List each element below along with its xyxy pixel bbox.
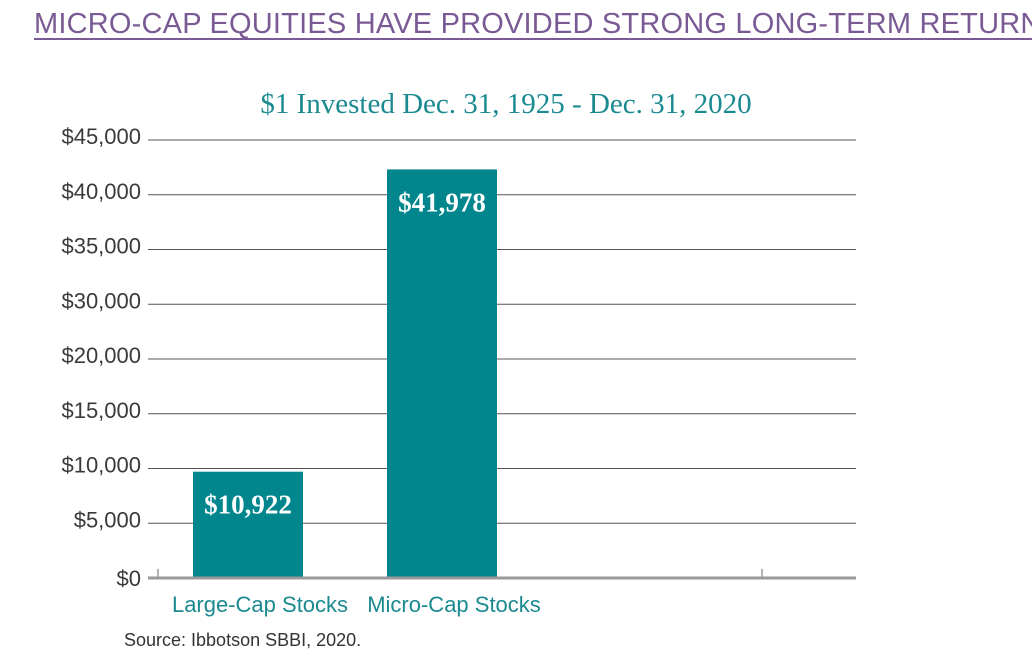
data-labels: $10,922 $41,978 [204, 187, 486, 519]
y-tick-label: $35,000 [61, 234, 141, 259]
bar [193, 471, 303, 578]
source-note: Source: Ibbotson SBBI, 2020. [124, 630, 361, 650]
y-tick-label: $45,000 [61, 124, 141, 149]
bar-value-label: $10,922 [204, 490, 292, 520]
chart-title: $1 Invested Dec. 31, 1925 - Dec. 31, 202… [260, 88, 751, 120]
x-axis-tick-labels: Large-Cap Stocks Micro-Cap Stocks [172, 592, 541, 617]
y-tick-label: $15,000 [61, 398, 141, 423]
infographic-heading: MICRO-CAP EQUITIES HAVE PROVIDED STRONG … [34, 8, 1032, 40]
y-tick-label: $30,000 [61, 288, 141, 313]
y-tick-label: $20,000 [61, 343, 141, 368]
x-tick-label: Large-Cap Stocks [172, 592, 348, 617]
x-tick-label: Micro-Cap Stocks [367, 592, 541, 617]
y-tick-label: $0 [117, 566, 141, 591]
grid-lines [148, 139, 856, 524]
bars [193, 169, 497, 579]
y-tick-label: $10,000 [61, 453, 141, 478]
bar-value-label: $41,978 [398, 187, 486, 217]
x-axis [148, 569, 856, 580]
y-tick-label: $40,000 [61, 179, 141, 204]
y-axis-tick-labels: $0 $5,000 $10,000 $15,000 $20,000 $30,000 $35,… [61, 124, 141, 591]
y-tick-label: $5,000 [74, 507, 141, 532]
bar [387, 169, 497, 579]
